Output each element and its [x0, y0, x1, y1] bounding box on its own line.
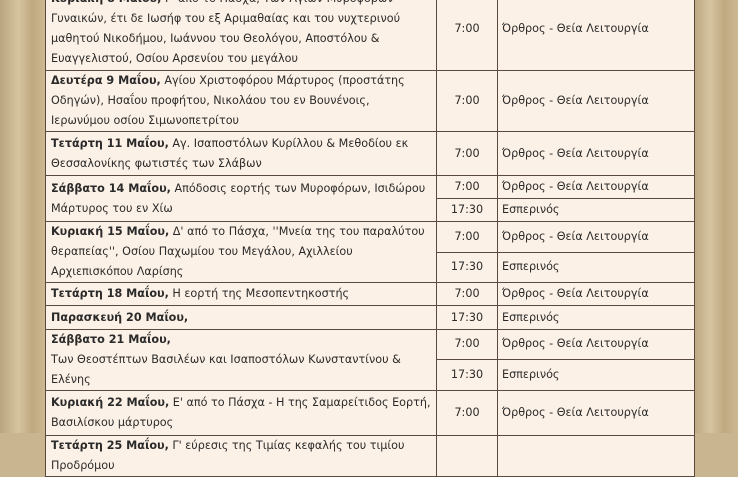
feast-text: Απόδοσις εορτής των Μυροφόρων, Ισιδώρου … — [51, 181, 426, 215]
service-name — [497, 435, 695, 477]
table-row: 17:30 Εσπερινός — [46, 198, 695, 222]
feast-text: Των Θεοστέπτων Βασιλέων και Ισαποστόλων … — [51, 353, 401, 386]
table-row: Κυριακή 8 Μαΐου, Γ' από το Πάσχα, Των Αγ… — [45, 0, 695, 71]
parchment-background-right — [692, 0, 738, 433]
day-label: Τετάρτη 18 Μαΐου, — [51, 287, 169, 300]
day-label: Κυριακή 8 Μαΐου, — [51, 0, 161, 5]
day-label: Τετάρτη 11 Μαΐου, — [51, 136, 169, 150]
feast-text: Αγίου Χριστοφόρου Μάρτυρος (προστάτης Οδ… — [51, 74, 405, 127]
day-description: Κυριακή 8 Μαΐου, Γ' από το Πάσχα, Των Αγ… — [45, 0, 437, 71]
feast-text: Ε' από το Πάσχα - Η της Σαμαρείτιδος Εορ… — [51, 396, 431, 429]
table-row: Κυριακή 15 Μαΐου, Δ' από το Πάσχα, ''Μνε… — [45, 221, 695, 283]
day-description: Κυριακή 15 Μαΐου, Δ' από το Πάσχα, ''Μνε… — [45, 221, 437, 283]
day-label: Τετάρτη 25 Μαΐου, — [51, 439, 169, 452]
table-row: 17:30 Εσπερινός — [46, 358, 695, 392]
service-name: Όρθρος - Θεία Λειτουργία — [497, 390, 695, 436]
table-row: Παρασκευή 20 Μαΐου, 17:30 Εσπερινός — [45, 305, 695, 330]
feast-text: Δ' από το Πάσχα, ''Μνεία της του παραλύτ… — [51, 225, 425, 278]
day-description: Δευτέρα 9 Μαΐου, Αγίου Χριστοφόρου Μάρτυ… — [45, 70, 437, 132]
service-name: Όρθρος - Θεία Λειτουργία — [497, 131, 695, 176]
day-description: Τετάρτη 11 Μαΐου, Αγ. Ισαποστόλων Κυρίλλ… — [45, 131, 437, 176]
service-time: 7:00 — [436, 221, 498, 253]
service-name: Εσπερινός — [497, 305, 695, 330]
service-time: 7:00 — [436, 175, 498, 199]
service-name: Όρθρος - Θεία Λειτουργία — [497, 0, 695, 71]
service-time: 7:00 — [436, 390, 498, 436]
day-label: Παρασκευή 20 Μαΐου, — [51, 310, 189, 324]
service-time — [436, 435, 498, 477]
table-row: Τετάρτη 11 Μαΐου, Αγ. Ισαποστόλων Κυρίλλ… — [45, 131, 695, 176]
service-name: Όρθρος - Θεία Λειτουργία — [497, 70, 695, 132]
table-row: Τετάρτη 25 Μαΐου, Γ' εύρεσις της Τιμίας … — [45, 435, 695, 477]
service-time: 7:00 — [436, 282, 498, 306]
feast-text: Γ' από το Πάσχα, Των Αγίων Μυροφόρων Γυν… — [51, 0, 401, 65]
feast-text: Η εορτή της Μεσοπεντηκοστής — [172, 287, 350, 300]
day-description: Παρασκευή 20 Μαΐου, — [45, 305, 437, 330]
table-row: Δευτέρα 9 Μαΐου, Αγίου Χριστοφόρου Μάρτυ… — [45, 70, 695, 132]
service-name: Εσπερινός — [497, 251, 695, 283]
service-name: Εσπερινός — [497, 358, 695, 392]
service-time: 17:30 — [436, 251, 498, 283]
service-time: 7:00 — [436, 70, 498, 132]
parchment-background-left — [0, 0, 46, 433]
table-row: Τετάρτη 18 Μαΐου, Η εορτή της Μεσοπεντηκ… — [45, 282, 695, 306]
day-description: Τετάρτη 25 Μαΐου, Γ' εύρεσις της Τιμίας … — [45, 435, 437, 477]
service-time: 17:30 — [436, 305, 498, 330]
service-name: Όρθρος - Θεία Λειτουργία — [497, 329, 695, 360]
table-row: Σάββατο 21 Μαΐου, Των Θεοστέπτων Βασιλέων… — [45, 329, 695, 391]
table-row: Κυριακή 22 Μαΐου, Ε' από το Πάσχα - Η τη… — [45, 390, 695, 436]
day-label: Σάββατο 14 Μαΐου, — [51, 181, 171, 195]
day-label: Κυριακή 15 Μαΐου, — [51, 225, 170, 238]
day-description: Σάββατο 21 Μαΐου, Των Θεοστέπτων Βασιλέων… — [45, 329, 437, 391]
day-description: Τετάρτη 18 Μαΐου, Η εορτή της Μεσοπεντηκ… — [45, 282, 437, 306]
day-label: Κυριακή 22 Μαΐου, — [51, 396, 170, 409]
table-row: Σάββατο 14 Μαΐου, Απόδοσις εορτής των Μυ… — [45, 175, 695, 222]
service-time: 7:00 — [436, 0, 498, 71]
service-name: Όρθρος - Θεία Λειτουργία — [497, 175, 695, 199]
service-time: 17:30 — [436, 198, 498, 222]
day-label: Σάββατο 21 Μαΐου, — [51, 333, 171, 346]
day-label: Δευτέρα 9 Μαΐου, — [51, 74, 161, 87]
feast-text: Αγ. Ισαποστόλων Κυρίλλου & Μεθοδίου εκ Θ… — [51, 136, 409, 170]
table-row: 17:30 Εσπερινός — [46, 251, 695, 283]
schedule-table: Κυριακή 8 Μαΐου, Γ' από το Πάσχα, Των Αγ… — [45, 0, 695, 477]
day-description: Κυριακή 22 Μαΐου, Ε' από το Πάσχα - Η τη… — [45, 390, 437, 436]
service-time: 7:00 — [436, 329, 498, 360]
service-name: Όρθρος - Θεία Λειτουργία — [497, 221, 695, 253]
day-description: Σάββατο 14 Μαΐου, Απόδοσις εορτής των Μυ… — [45, 175, 437, 222]
service-name: Όρθρος - Θεία Λειτουργία — [497, 282, 695, 306]
service-name: Εσπερινός — [497, 198, 695, 222]
service-time: 7:00 — [436, 131, 498, 176]
service-time: 17:30 — [436, 358, 498, 392]
